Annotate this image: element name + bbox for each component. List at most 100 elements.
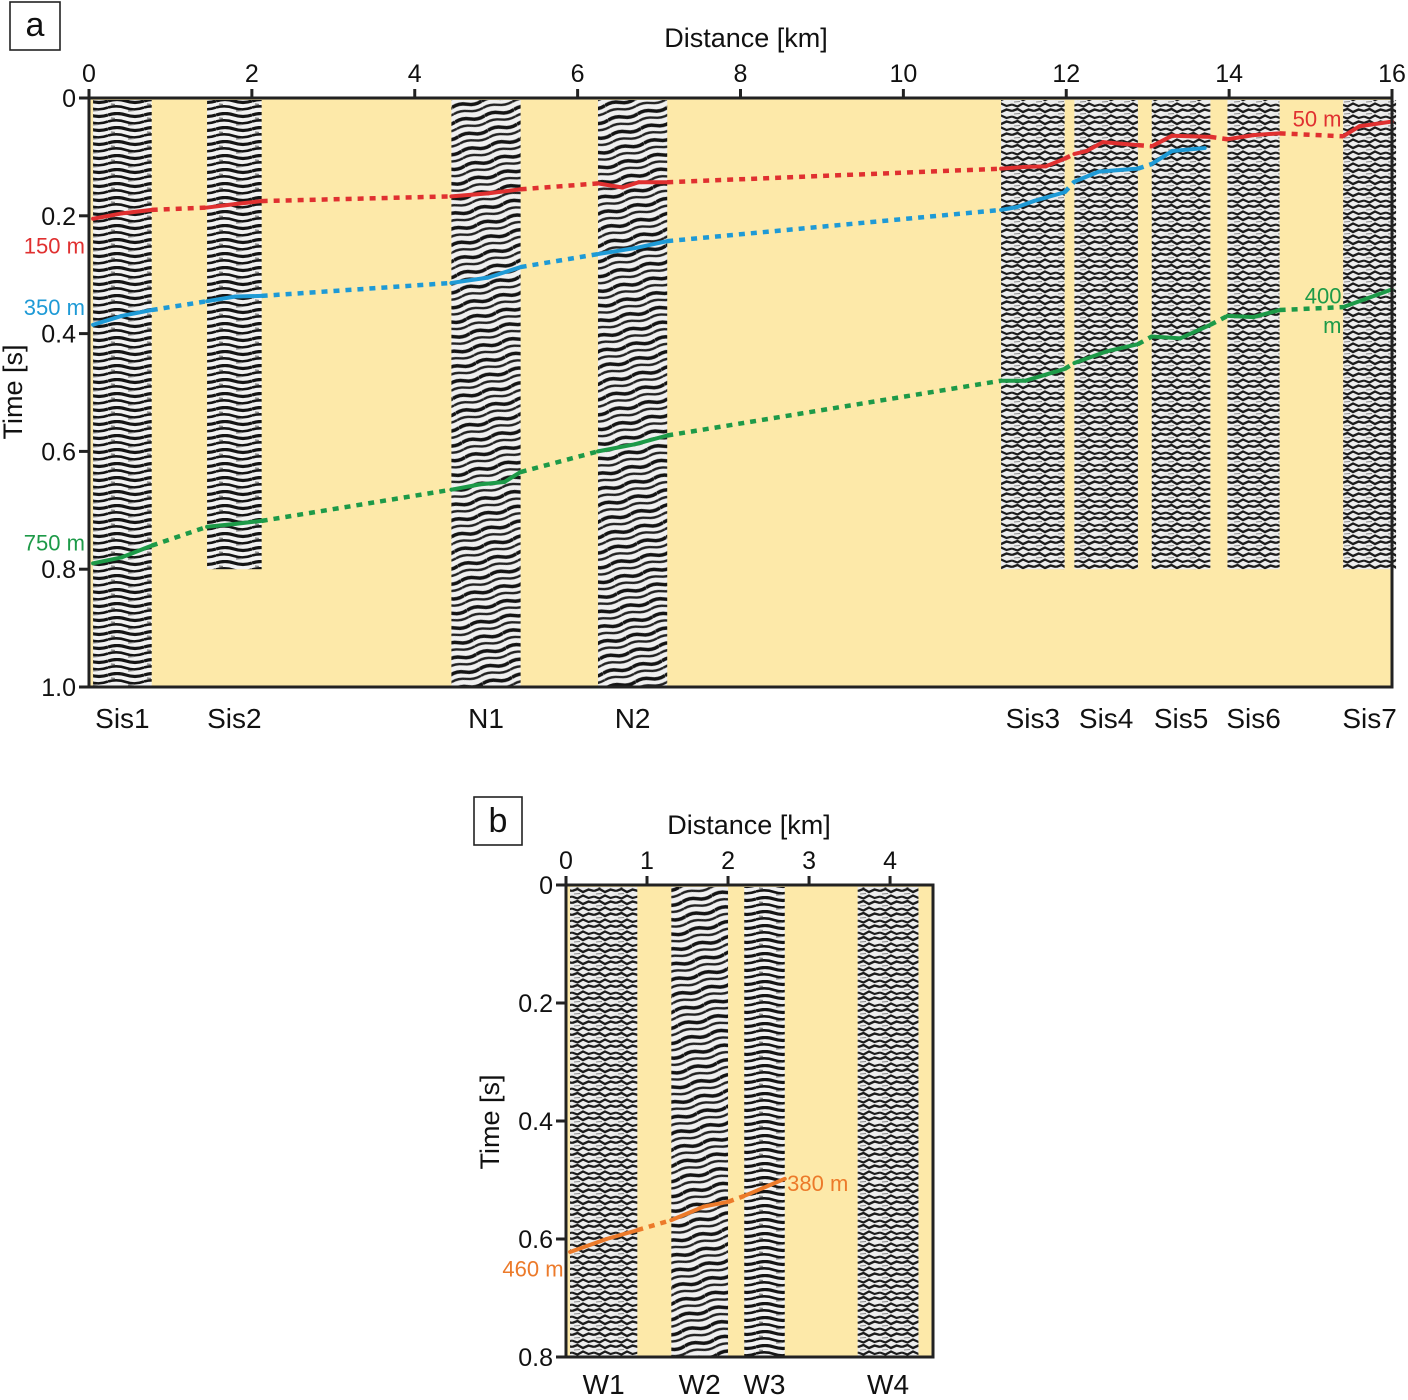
panel-a-sections — [93, 100, 1397, 687]
red-horizon-segment — [449, 191, 491, 199]
x-tick-label: 1 — [640, 847, 654, 875]
panel-b-label-box — [473, 796, 523, 846]
red-horizon-segment — [595, 181, 625, 190]
section-label-w3: W3 — [743, 1369, 785, 1400]
green-horizon-segment — [520, 449, 599, 475]
blue-horizon-segment — [666, 207, 1002, 244]
seismic-section-sis3 — [1001, 100, 1065, 570]
blue-horizon-segment — [595, 246, 637, 257]
blue-horizon-segment — [1062, 180, 1077, 194]
blue-horizon-segment — [1096, 166, 1140, 174]
red-horizon-segment — [1149, 133, 1175, 149]
blue-horizon-segment — [119, 308, 154, 318]
blue-horizon-segment — [449, 275, 491, 285]
blue-horizon-segment — [1031, 190, 1067, 204]
red-horizon-segment — [620, 180, 641, 190]
red-horizon-segment — [667, 166, 1002, 185]
panel-b-horizons — [568, 1176, 787, 1254]
blue-horizon-segment — [1170, 146, 1207, 154]
green-horizon-segment — [477, 480, 507, 487]
x-tick-label: 6 — [571, 60, 585, 88]
panel-b-annotations: 460 m 380 m — [502, 1171, 848, 1282]
panel-a-annotations: 150 m 50 m 350 m 750 m 400 m — [24, 107, 1342, 556]
orange-horizon-depth-label: 460 m — [502, 1257, 563, 1282]
blue-horizon-segment — [520, 251, 599, 270]
section-label-w4: W4 — [867, 1369, 909, 1400]
red-horizon-segment — [1170, 133, 1213, 139]
section-label-n2: N2 — [615, 703, 651, 734]
blue-horizon-segment — [1149, 149, 1175, 166]
orange-horizon-segment — [701, 1199, 731, 1209]
blue-horizon-segment — [999, 204, 1020, 212]
panel-a-x-axis-title: Distance [km] — [664, 23, 828, 53]
red-horizon-segment — [151, 205, 208, 213]
y-tick-label: 0.2 — [518, 990, 553, 1018]
panel-a-x-ticks: 0 2 4 6 8 10 12 14 16 — [82, 60, 1406, 98]
panel-a-label: a — [26, 6, 45, 44]
panel-b-x-ticks: 0 1 2 3 4 — [559, 847, 897, 885]
red-horizon-segment — [1023, 164, 1048, 169]
green-horizon-segment — [1279, 304, 1344, 313]
blue-horizon-segment — [1072, 169, 1101, 184]
red-horizon-segment — [1341, 124, 1362, 139]
green-horizon-segment — [233, 518, 264, 526]
red-horizon-segment — [1251, 131, 1282, 138]
panel-b: b Distance [km] Time [s] 0 1 2 3 4 0 0.2 0.4 0.… — [473, 796, 935, 1400]
section-label-sis6: Sis6 — [1226, 703, 1280, 734]
green-horizon-segment — [1136, 334, 1153, 347]
blue-horizon-segment — [261, 280, 452, 299]
x-tick-label: 0 — [82, 60, 96, 88]
seismic-section-sis1 — [93, 100, 152, 687]
seismic-section-w3 — [744, 887, 785, 1357]
panel-a-label-box — [9, 1, 61, 51]
blue-horizon-segment — [91, 313, 124, 327]
x-tick-label: 2 — [245, 60, 259, 88]
seismic-section-w4 — [857, 887, 919, 1357]
panel-a-horizons — [91, 119, 1394, 566]
y-tick-label: 0 — [62, 85, 76, 113]
red-horizon-segment — [91, 211, 124, 221]
green-horizon-segment — [595, 442, 637, 454]
red-horizon-segment — [1225, 133, 1256, 142]
red-horizon-segment — [1072, 149, 1089, 156]
red-horizon-segment — [520, 181, 599, 192]
orange-horizon-segment — [669, 1204, 706, 1223]
panel-a: a Distance [km] Time [s] 0 2 4 6 8 10 12 14 16 0… — [0, 1, 1406, 734]
seismic-section-n1 — [451, 100, 521, 687]
green-horizon-segment — [205, 521, 238, 529]
y-tick-label: 0 — [539, 872, 553, 900]
y-tick-label: 0.4 — [518, 1108, 553, 1136]
green-horizon-segment — [261, 487, 452, 524]
green-horizon-segment — [91, 555, 124, 566]
red-horizon-segment — [1043, 156, 1067, 169]
red-horizon-depth-label: 50 m — [1293, 107, 1342, 132]
section-label-w1: W1 — [583, 1369, 625, 1400]
panel-b-label: b — [489, 802, 508, 840]
red-horizon-segment — [233, 199, 264, 207]
panel-b-y-ticks: 0 0.2 0.4 0.6 0.8 — [518, 872, 566, 1372]
x-tick-label: 4 — [408, 60, 422, 88]
orange-horizon-segment — [742, 1176, 787, 1198]
section-label-w2: W2 — [679, 1369, 721, 1400]
green-horizon-segment — [1251, 308, 1282, 320]
x-tick-label: 16 — [1378, 60, 1406, 88]
red-horizon-segment — [261, 194, 452, 204]
green-horizon-segment — [119, 543, 154, 560]
seismic-section-sis2 — [207, 100, 262, 570]
red-horizon-segment — [999, 164, 1028, 171]
blue-horizon-segment — [233, 293, 264, 299]
seismic-section-n2 — [597, 100, 668, 687]
x-tick-label: 12 — [1052, 60, 1080, 88]
panel-a-section-labels: Sis1 Sis2 N1 N2 Sis3 Sis4 Sis5 Sis6 Sis7 — [95, 703, 1397, 734]
orange-horizon-segment — [568, 1237, 609, 1254]
x-tick-label: 4 — [883, 847, 897, 875]
blue-horizon-depth-label: 350 m — [24, 295, 85, 320]
seismic-section-sis7 — [1343, 100, 1397, 570]
green-horizon-depth-label: m — [1323, 313, 1341, 338]
panel-b-section-labels: W1 W2 W3 W4 — [583, 1369, 909, 1400]
y-tick-label: 1.0 — [41, 674, 76, 702]
red-horizon-segment — [1137, 142, 1152, 149]
green-horizon-segment — [1104, 342, 1140, 354]
section-label-sis4: Sis4 — [1079, 703, 1133, 734]
green-horizon-segment — [1063, 361, 1076, 371]
